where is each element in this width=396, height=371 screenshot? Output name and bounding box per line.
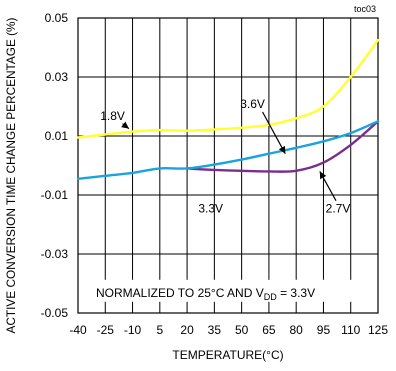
x-tick-label: 35 <box>208 323 222 337</box>
x-tick-labels: -40 -25 -10 5 20 35 50 65 80 95 110 125 <box>69 323 388 337</box>
note-subscript: DD <box>264 292 277 302</box>
series-layer <box>76 38 380 180</box>
annotation-pointer <box>262 111 286 154</box>
y-tick-label: -0.05 <box>41 306 69 320</box>
x-tick-label: -40 <box>69 323 87 337</box>
annotation-arrowhead <box>319 171 327 180</box>
x-tick-label: 110 <box>341 323 360 337</box>
y-tick-label: 0.05 <box>45 11 69 25</box>
series-3-3V-line <box>185 120 380 173</box>
x-tick-label: 50 <box>235 323 249 337</box>
plot-frame <box>77 17 379 314</box>
x-tick-label: 125 <box>368 323 388 337</box>
annotation-layer: 1.8V 3.6V 3.3V 2.7V <box>100 97 350 216</box>
annotation-arrowhead <box>278 145 286 154</box>
y-tick-label: -0.01 <box>41 188 69 202</box>
annotation-1-8V: 1.8V <box>100 109 125 123</box>
series-1-8V-line <box>76 38 380 139</box>
note-prefix: NORMALIZED TO 25°C AND V <box>96 286 264 300</box>
y-tick-label: 0.03 <box>45 70 69 84</box>
x-tick-label: 65 <box>262 323 276 337</box>
note-background <box>90 279 358 302</box>
y-tick-label: 0.01 <box>45 129 69 143</box>
x-tick-label: 20 <box>180 323 194 337</box>
x-tick-label: 80 <box>290 323 304 337</box>
x-tick-label: -25 <box>97 323 115 337</box>
x-tick-label: 95 <box>317 323 331 337</box>
y-axis-title: ACTIVE CONVERSION TIME CHANGE PERCENTAGE… <box>4 18 18 334</box>
y-tick-label: -0.03 <box>41 247 69 261</box>
series-3-6V-line <box>76 120 380 180</box>
annotation-3-3V: 3.3V <box>198 202 223 216</box>
x-tick-label: 5 <box>156 323 163 337</box>
note-suffix: = 3.3V <box>277 286 315 300</box>
chart-id-label: toc03 <box>354 4 376 14</box>
y-tick-labels: -0.05 -0.03 -0.01 0.01 0.03 0.05 <box>41 11 69 320</box>
annotation-arrowhead <box>121 121 129 129</box>
x-tick-label: -10 <box>124 323 142 337</box>
normalization-note: NORMALIZED TO 25°C AND VDD = 3.3V <box>96 286 315 302</box>
x-axis-title: TEMPERATURE(°C) <box>172 348 283 362</box>
annotation-3-6V: 3.6V <box>240 97 265 111</box>
grid <box>77 17 379 314</box>
annotation-2-7V: 2.7V <box>326 202 351 216</box>
